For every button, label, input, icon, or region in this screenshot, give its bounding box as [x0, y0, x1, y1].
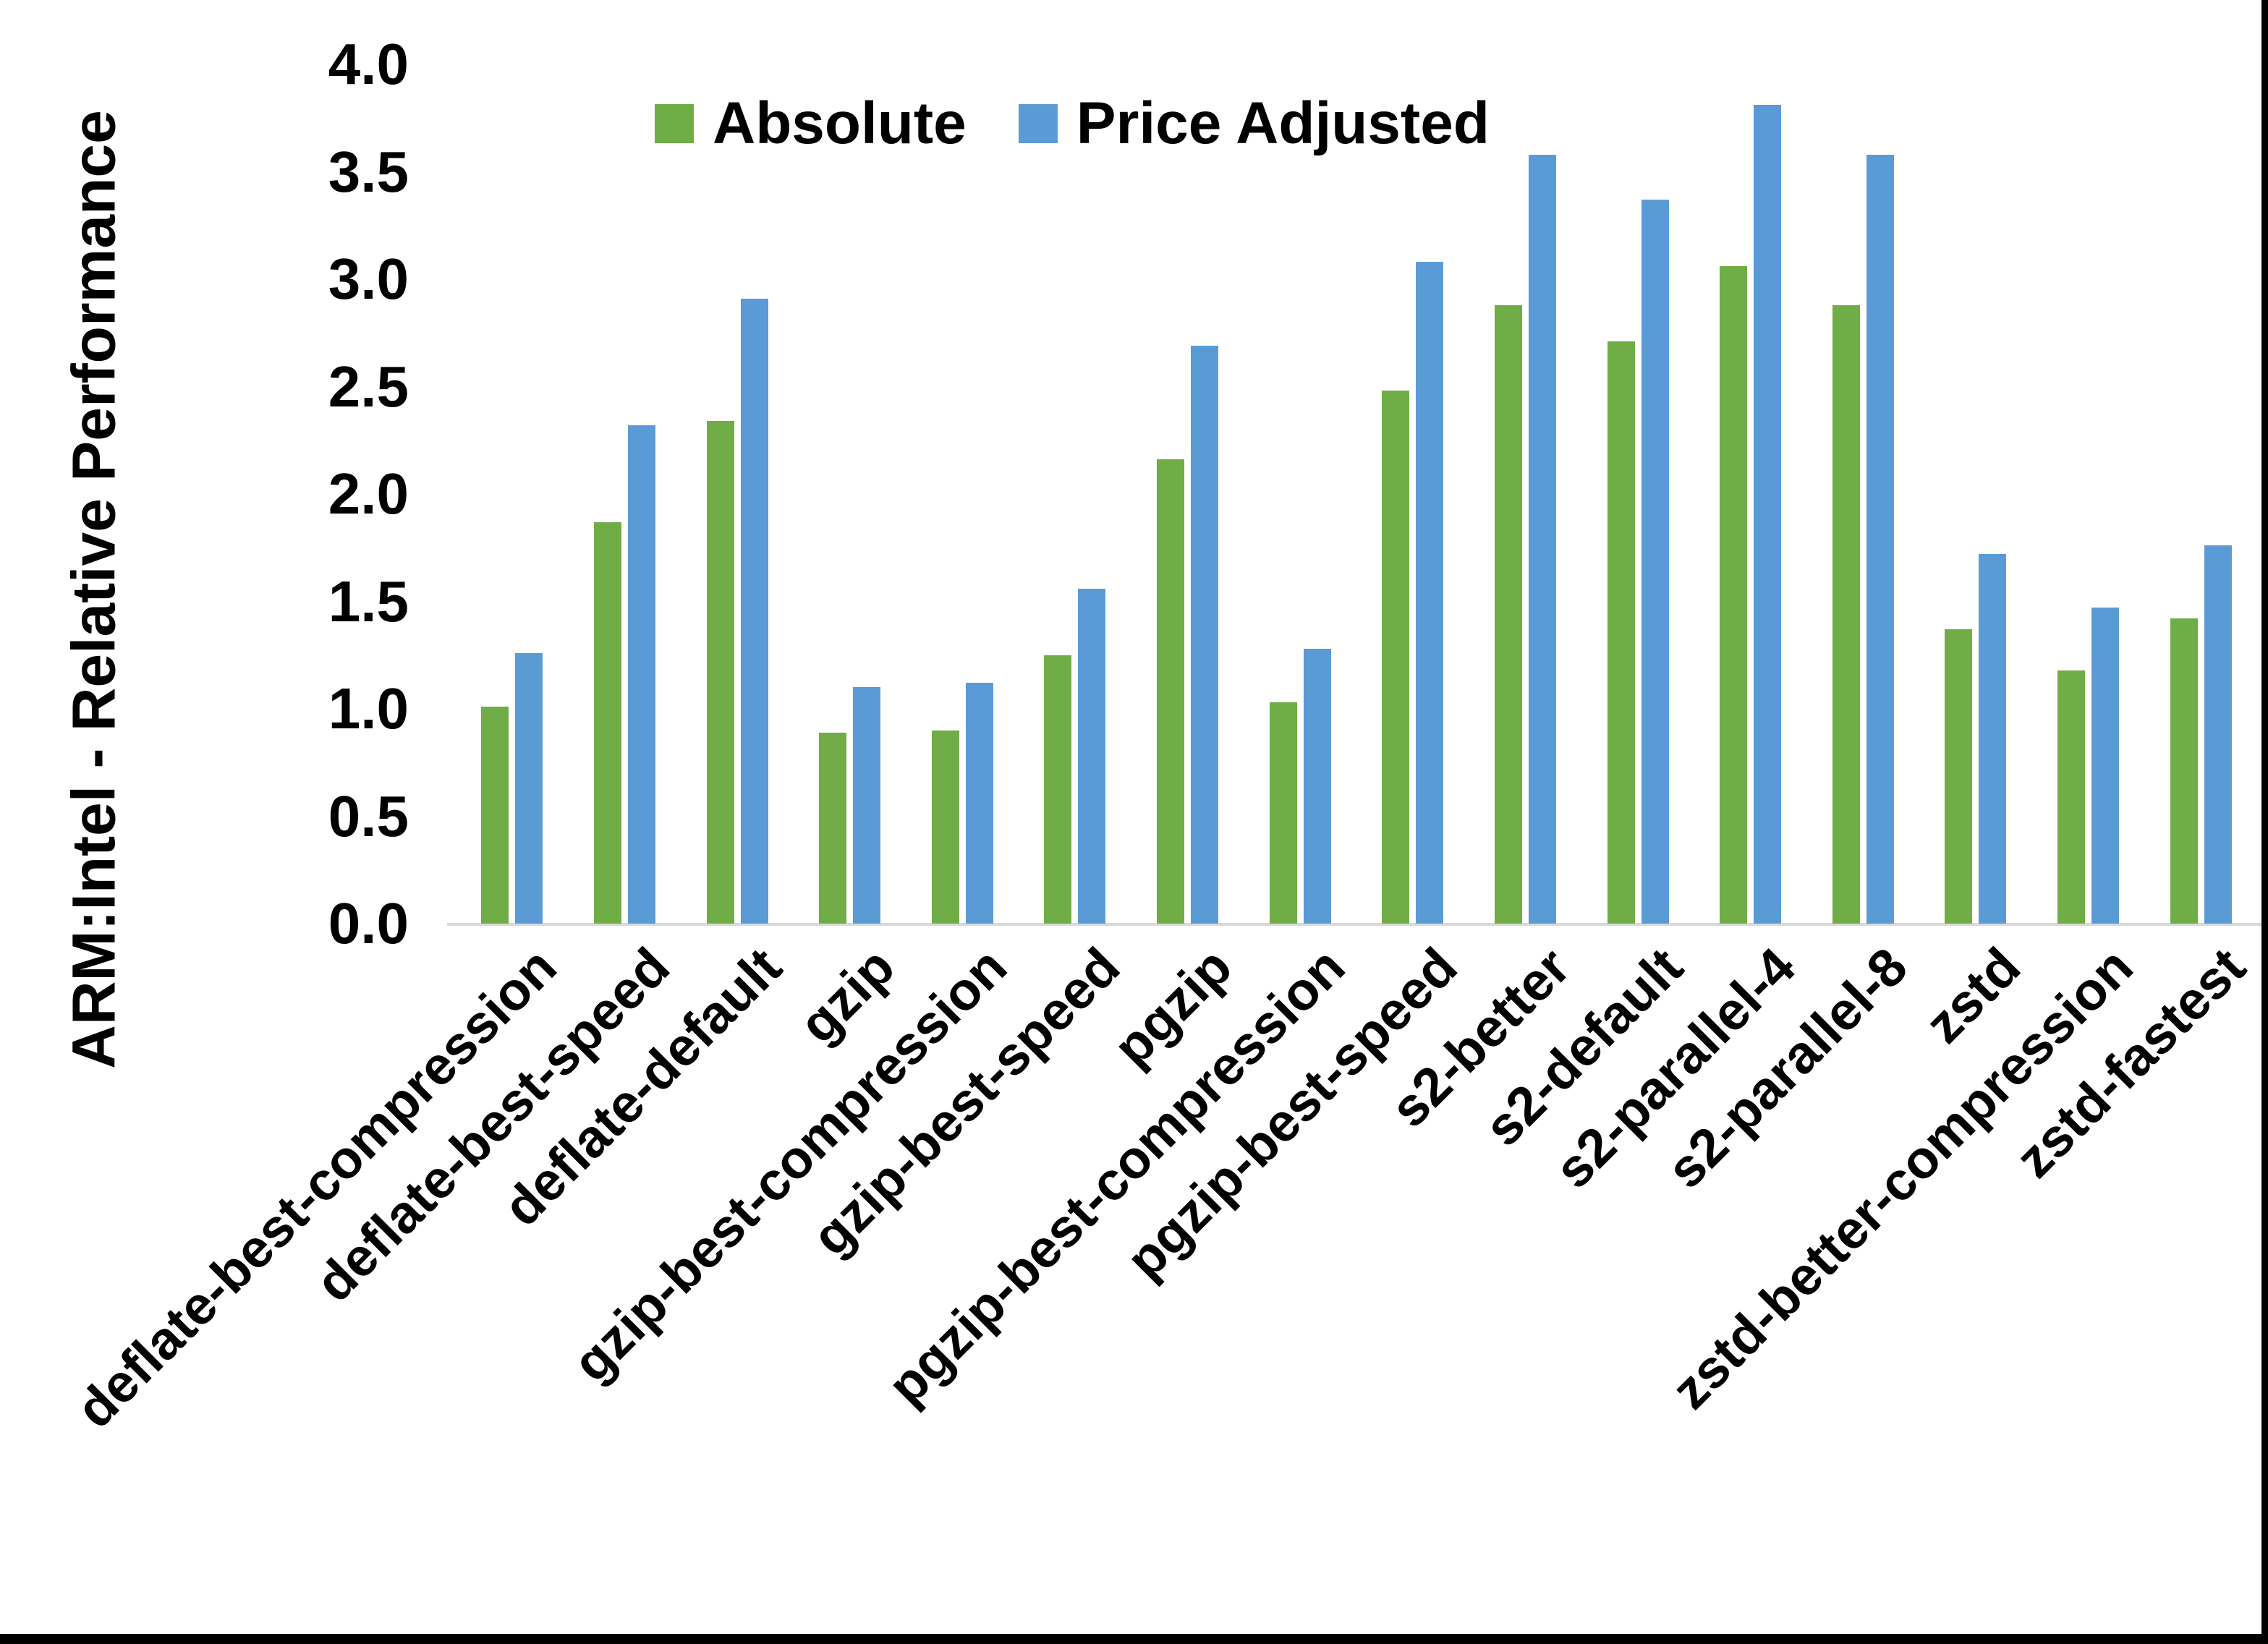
legend-item-price-adjusted: Price Adjusted	[1018, 90, 1490, 158]
bar-absolute	[1044, 655, 1072, 924]
bar-group	[569, 425, 681, 924]
bar-group	[1581, 200, 1694, 924]
bar-absolute	[1494, 304, 1522, 924]
bar-price-adjusted	[2091, 608, 2120, 924]
bar-group	[1919, 554, 2032, 924]
bar-absolute	[593, 521, 621, 924]
bar-absolute	[2170, 618, 2198, 924]
bar-group	[1131, 346, 1244, 924]
bar-absolute	[1382, 391, 1410, 924]
bar-group	[2144, 545, 2257, 924]
bar-absolute	[481, 707, 509, 924]
bar-group	[1244, 648, 1356, 924]
bar-group	[794, 687, 906, 924]
bar-price-adjusted	[1979, 554, 2007, 924]
frame-border-right	[2261, 0, 2268, 1644]
bar-absolute	[1157, 459, 1185, 924]
frame-border-bottom	[0, 1634, 2268, 1644]
legend: Absolute Price Adjusted	[655, 90, 1490, 158]
y-axis-title: ARM:Intel - Relative Performance	[59, 110, 128, 1069]
bar-group	[906, 683, 1019, 924]
bar-price-adjusted	[1641, 200, 1669, 924]
y-axis-tick-label: 2.0	[328, 461, 409, 526]
bar-absolute	[1269, 702, 1297, 924]
y-axis-tick-label: 3.0	[328, 247, 409, 311]
bar-group	[1469, 154, 1582, 924]
legend-swatch-absolute	[655, 104, 694, 143]
y-axis-tick-label: 3.5	[328, 139, 409, 204]
plot-area	[447, 64, 2264, 926]
bar-price-adjusted	[965, 683, 993, 924]
bar-group	[1807, 154, 1920, 924]
bar-absolute	[931, 730, 959, 924]
bar-group	[1356, 262, 1469, 924]
bar-price-adjusted	[2204, 545, 2232, 924]
bar-price-adjusted	[1191, 346, 1219, 924]
bar-absolute	[1607, 341, 1635, 924]
bar-price-adjusted	[1078, 588, 1106, 924]
x-category-label: deflate-best-compression	[64, 936, 568, 1439]
y-axis-tick-label: 0.0	[328, 891, 409, 955]
bar-absolute	[1832, 304, 1860, 924]
y-axis-tick-label: 4.0	[328, 32, 409, 96]
y-axis-tick-label: 1.0	[328, 676, 409, 741]
bar-group	[1694, 105, 1807, 924]
bar-group	[681, 298, 794, 924]
bar-absolute	[2057, 670, 2086, 924]
legend-label-price-adjusted: Price Adjusted	[1076, 90, 1490, 156]
bar-absolute	[1945, 629, 1973, 924]
bar-absolute	[1720, 266, 1748, 924]
y-axis-tick-label: 0.5	[328, 783, 409, 848]
legend-swatch-price-adjusted	[1018, 104, 1058, 143]
bar-price-adjusted	[515, 652, 543, 924]
bar-price-adjusted	[1866, 154, 1894, 924]
legend-item-absolute: Absolute	[655, 90, 967, 158]
bar-absolute	[819, 732, 847, 924]
bar-price-adjusted	[1754, 105, 1782, 924]
y-axis-tick-label: 1.5	[328, 568, 409, 634]
bar-price-adjusted	[740, 298, 768, 924]
bar-price-adjusted	[853, 687, 881, 924]
bar-price-adjusted	[1528, 154, 1556, 924]
bar-price-adjusted	[627, 425, 655, 924]
bar-absolute	[706, 421, 734, 924]
y-axis-tick-label: 2.5	[328, 354, 409, 419]
bar-price-adjusted	[1303, 648, 1331, 924]
x-axis-baseline	[447, 923, 2264, 926]
bar-price-adjusted	[1416, 262, 1444, 924]
bar-group	[1019, 588, 1131, 924]
legend-label-absolute: Absolute	[713, 90, 967, 156]
bar-group	[456, 652, 569, 924]
bar-group	[2032, 608, 2145, 924]
